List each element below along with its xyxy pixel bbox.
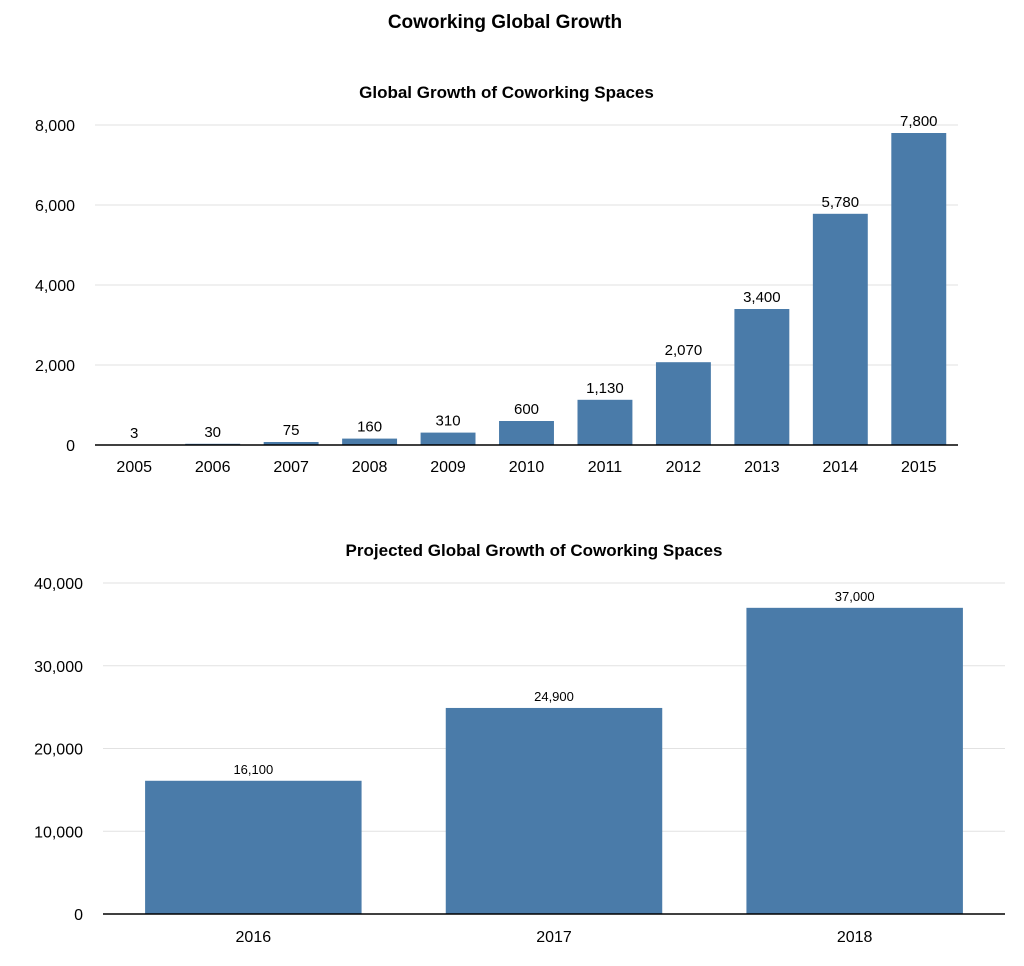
x-tick-label: 2008	[352, 459, 388, 476]
data-label: 1,130	[586, 380, 624, 397]
bar	[145, 780, 362, 914]
data-label: 310	[436, 413, 461, 430]
bar	[891, 133, 947, 445]
x-tick-label: 2017	[536, 929, 572, 946]
data-label: 160	[357, 419, 382, 436]
x-tick-label: 2016	[236, 929, 272, 946]
data-label: 3	[130, 425, 138, 442]
x-tick-label: 2007	[273, 459, 309, 476]
x-tick-label: 2009	[430, 459, 466, 476]
bar	[746, 607, 963, 914]
y-tick-label: 40,000	[34, 576, 83, 593]
x-tick-label: 2014	[823, 459, 859, 476]
y-tick-label: 30,000	[34, 659, 83, 676]
y-tick-label: 4,000	[35, 278, 75, 295]
bar	[655, 362, 711, 445]
data-label: 37,000	[835, 589, 875, 604]
bar	[577, 399, 633, 445]
y-tick-label: 10,000	[34, 824, 83, 841]
projected-growth-chart: Projected Global Growth of Coworking Spa…	[34, 541, 1005, 946]
x-tick-label: 2015	[901, 459, 937, 476]
x-tick-label: 2012	[666, 459, 702, 476]
x-tick-label: 2005	[116, 459, 152, 476]
y-tick-label: 0	[74, 907, 83, 924]
data-label: 7,800	[900, 113, 938, 130]
data-label: 75	[283, 422, 300, 439]
y-tick-label: 8,000	[35, 118, 75, 135]
x-tick-label: 2013	[744, 459, 780, 476]
y-tick-label: 20,000	[34, 742, 83, 759]
y-tick-label: 2,000	[35, 358, 75, 375]
data-label: 16,100	[233, 762, 273, 777]
page-title: Coworking Global Growth	[387, 12, 623, 33]
y-tick-label: 6,000	[35, 198, 75, 215]
bar	[420, 432, 476, 445]
data-label: 5,780	[822, 194, 860, 211]
bar	[499, 421, 554, 445]
data-label: 600	[514, 401, 539, 418]
bar	[812, 213, 868, 445]
chart-title: Global Growth of Coworking Spaces	[359, 83, 654, 102]
x-tick-label: 2010	[509, 459, 545, 476]
x-tick-label: 2018	[837, 929, 873, 946]
bar	[263, 442, 319, 445]
x-tick-label: 2006	[195, 459, 231, 476]
data-label: 24,900	[534, 689, 574, 704]
y-tick-label: 0	[66, 438, 75, 455]
data-label: 30	[204, 424, 221, 441]
x-tick-label: 2011	[588, 459, 623, 476]
bar	[734, 309, 790, 445]
data-label: 3,400	[743, 289, 781, 306]
growth-chart: Global Growth of Coworking Spaces 0 2,000 4…	[35, 83, 958, 476]
chart-title: Projected Global Growth of Coworking Spa…	[346, 541, 723, 560]
bar	[342, 438, 398, 445]
bar	[445, 707, 663, 914]
data-label: 2,070	[665, 342, 703, 359]
